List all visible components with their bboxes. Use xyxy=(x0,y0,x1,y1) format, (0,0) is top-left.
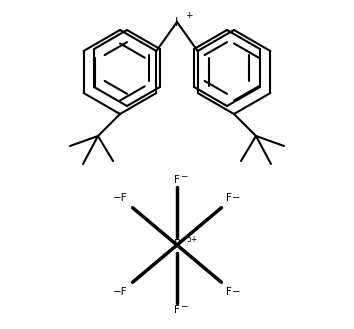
Text: −F: −F xyxy=(113,193,127,203)
Text: I: I xyxy=(175,15,179,29)
Text: F: F xyxy=(174,175,180,185)
Text: +: + xyxy=(185,12,193,20)
Text: F−: F− xyxy=(227,287,241,297)
Text: F: F xyxy=(174,305,180,315)
Text: −F: −F xyxy=(113,287,127,297)
Text: −: − xyxy=(180,301,188,311)
Text: −: − xyxy=(180,171,188,181)
Text: 5+: 5+ xyxy=(186,236,197,244)
Text: P: P xyxy=(173,239,181,251)
Text: F−: F− xyxy=(227,193,241,203)
